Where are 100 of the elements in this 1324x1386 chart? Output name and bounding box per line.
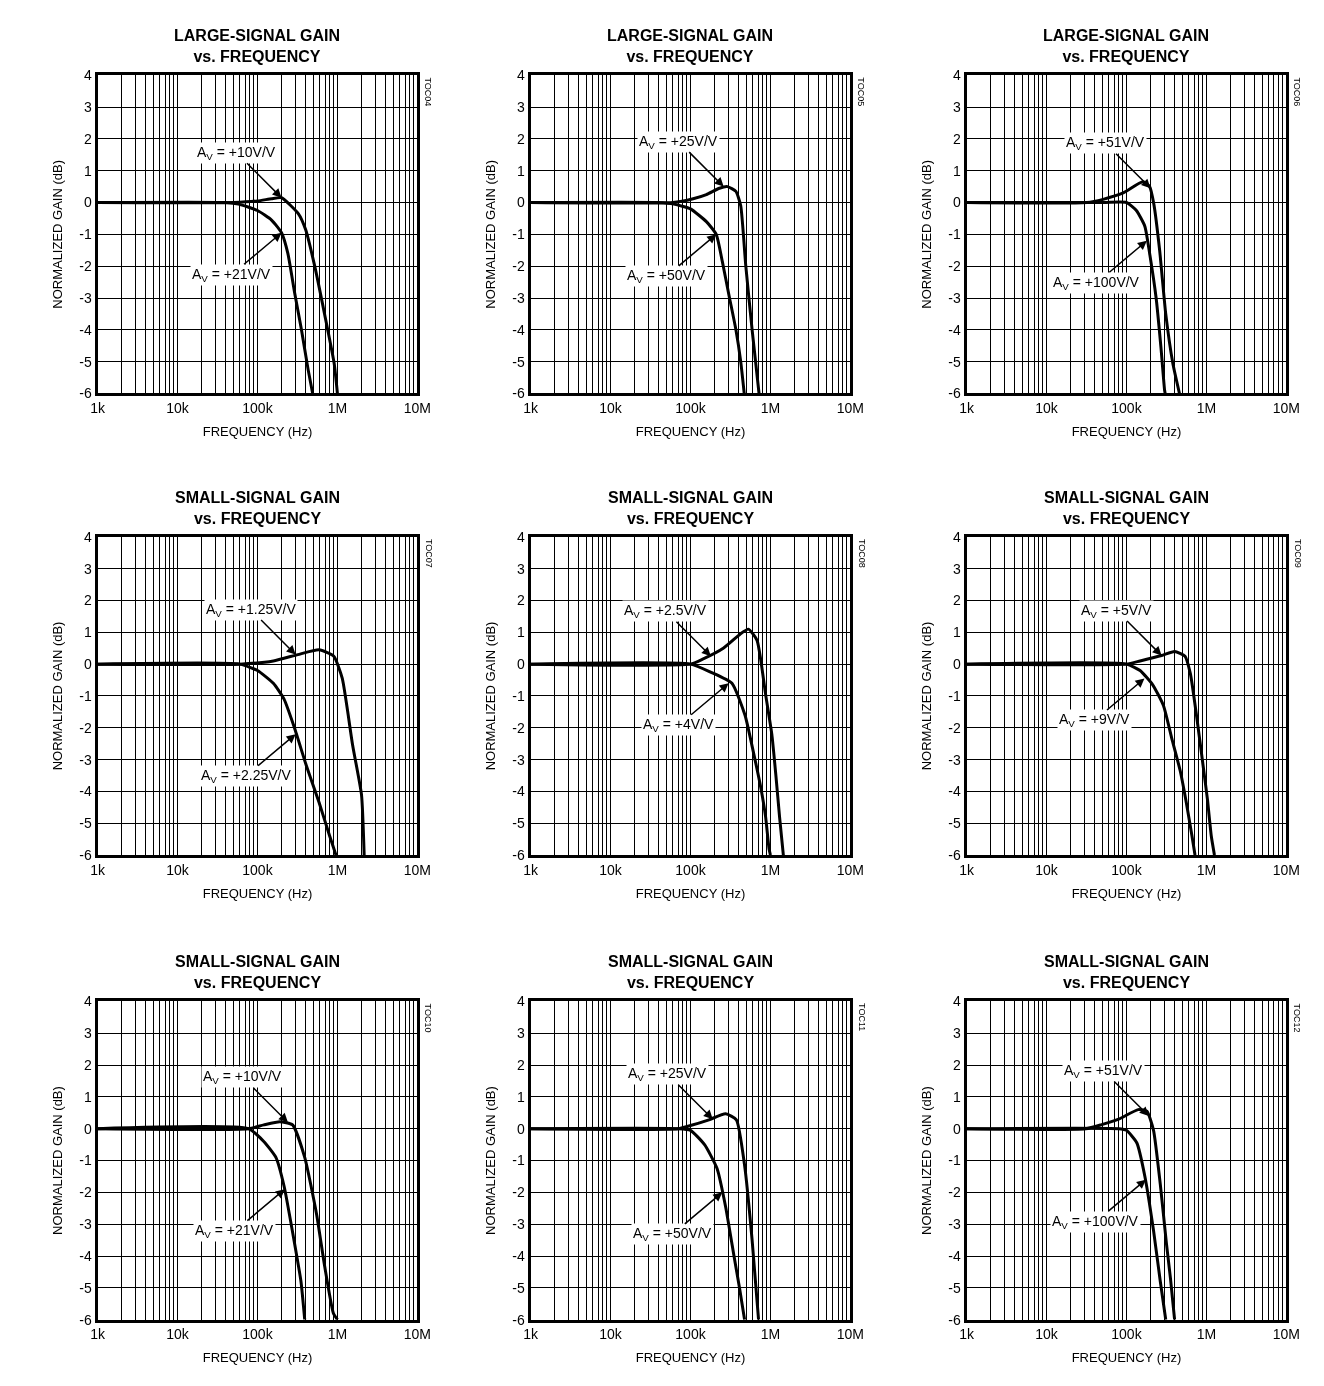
y-tick-label: -4 bbox=[79, 783, 92, 800]
y-tick-label: 4 bbox=[952, 528, 961, 545]
chart-title: SMALL-SIGNAL GAIN vs. FREQUENCY bbox=[175, 489, 341, 527]
x-tick-label: 1k bbox=[959, 400, 975, 417]
x-axis-title: FREQUENCY (Hz) bbox=[202, 423, 313, 439]
chart-title: LARGE-SIGNAL GAIN vs. FREQUENCY bbox=[174, 27, 340, 65]
y-tick-label: 2 bbox=[83, 130, 92, 147]
x-tick-label: 1k bbox=[90, 1326, 106, 1343]
x-tick-label: 10k bbox=[599, 861, 623, 878]
x-tick-label: 1k bbox=[90, 400, 106, 417]
y-tick-label: -6 bbox=[948, 847, 961, 863]
y-tick-label: 3 bbox=[952, 560, 961, 577]
y-tick-label: -3 bbox=[79, 1216, 92, 1233]
annotation: A$_{V}$ = +51V/V bbox=[1064, 1062, 1143, 1080]
y-tick-label: 4 bbox=[516, 993, 525, 1010]
y-tick-label: -6 bbox=[79, 1311, 92, 1328]
y-tick-label: 1 bbox=[83, 1088, 92, 1105]
x-axis-title: FREQUENCY (Hz) bbox=[202, 1350, 313, 1366]
x-tick-label: 1M bbox=[760, 400, 781, 417]
y-tick-label: -2 bbox=[79, 1184, 92, 1201]
x-tick-label: 10k bbox=[166, 1326, 190, 1343]
y-tick-label: 2 bbox=[516, 130, 525, 147]
annotation: A$_{V}$ = +10V/V bbox=[197, 144, 276, 162]
text: TOC06 bbox=[1292, 77, 1303, 107]
annotation: A$_{V}$ = +1.25V/V bbox=[206, 601, 297, 619]
x-tick-label: 100k bbox=[1111, 861, 1143, 878]
y-tick-label: -6 bbox=[79, 385, 92, 402]
y-tick-label: -4 bbox=[948, 783, 961, 800]
y-tick-label: 4 bbox=[83, 67, 92, 84]
x-axis-title: FREQUENCY (Hz) bbox=[1071, 1350, 1182, 1366]
y-tick-label: 0 bbox=[83, 1120, 92, 1137]
y-tick-label: -3 bbox=[948, 1216, 961, 1233]
y-tick-label: -2 bbox=[512, 719, 525, 736]
y-tick-label: 0 bbox=[952, 656, 961, 673]
y-tick-label: 3 bbox=[952, 1025, 961, 1042]
x-axis-title: FREQUENCY (Hz) bbox=[1071, 423, 1182, 439]
x-axis-title: FREQUENCY (Hz) bbox=[635, 1350, 746, 1366]
x-tick-label: 10k bbox=[599, 1326, 623, 1343]
x-tick-label: 1M bbox=[327, 400, 348, 417]
y-tick-label: 0 bbox=[516, 1120, 525, 1137]
y-tick-label: -1 bbox=[948, 1152, 961, 1169]
y-tick-label: -1 bbox=[512, 687, 525, 704]
y-axis-title: NORMALIZED GAIN (dB) bbox=[919, 1086, 935, 1235]
annotation: A$_{V}$ = +21V/V bbox=[195, 1222, 274, 1240]
y-axis-title: NORMALIZED GAIN (dB) bbox=[919, 621, 935, 771]
y-tick-label: 0 bbox=[83, 656, 92, 673]
y-tick-label: 4 bbox=[952, 993, 961, 1010]
y-tick-label: -5 bbox=[948, 815, 961, 832]
y-tick-label: -4 bbox=[512, 1247, 525, 1264]
x-tick-label: 1k bbox=[523, 400, 539, 417]
y-tick-label: 4 bbox=[516, 67, 525, 84]
y-axis-title: NORMALIZED GAIN (dB) bbox=[483, 159, 499, 309]
x-tick-label: 10M bbox=[403, 861, 432, 878]
annotation: A$_{V}$ = +50V/V bbox=[627, 267, 706, 285]
y-tick-label: -2 bbox=[948, 1184, 961, 1201]
y-tick-label: 2 bbox=[952, 1056, 961, 1073]
y-tick-label: -4 bbox=[512, 783, 525, 800]
y-tick-label: 1 bbox=[83, 624, 92, 641]
annotation: A$_{V}$ = +100V/V bbox=[1052, 1213, 1139, 1231]
y-axis-title: NORMALIZED GAIN (dB) bbox=[50, 1086, 66, 1235]
y-axis-title: NORMALIZED GAIN (dB) bbox=[50, 621, 66, 771]
y-tick-label: 3 bbox=[516, 560, 525, 577]
y-tick-label: -3 bbox=[512, 289, 525, 306]
x-tick-label: 100k bbox=[675, 400, 707, 417]
text: TOC08 bbox=[856, 538, 867, 568]
x-tick-label: 10M bbox=[403, 400, 432, 417]
y-tick-label: -3 bbox=[948, 289, 961, 306]
annotation: A$_{V}$ = +2.25V/V bbox=[201, 767, 292, 785]
x-tick-label: 10M bbox=[836, 1326, 865, 1343]
annotation: A$_{V}$ = +2.5V/V bbox=[624, 602, 707, 620]
x-tick-label: 100k bbox=[1111, 1326, 1143, 1343]
y-tick-label: -3 bbox=[512, 751, 525, 768]
annotation: A$_{V}$ = +5V/V bbox=[1081, 602, 1153, 620]
y-tick-label: -2 bbox=[512, 1184, 525, 1201]
x-tick-label: 100k bbox=[242, 1326, 274, 1343]
x-tick-label: 10k bbox=[1035, 400, 1059, 417]
y-tick-label: -6 bbox=[948, 385, 961, 402]
annotation: A$_{V}$ = +4V/V bbox=[643, 716, 715, 734]
y-tick-label: -4 bbox=[948, 321, 961, 338]
y-tick-label: -1 bbox=[79, 1152, 92, 1169]
annotation: A$_{V}$ = +51V/V bbox=[1066, 134, 1145, 152]
y-tick-label: -3 bbox=[79, 751, 92, 768]
y-tick-label: 3 bbox=[83, 1025, 92, 1042]
y-tick-label: -4 bbox=[79, 321, 92, 338]
y-tick-label: -4 bbox=[512, 321, 525, 338]
text: TOC10 bbox=[423, 1003, 434, 1033]
y-tick-label: -6 bbox=[79, 847, 92, 863]
y-tick-label: -4 bbox=[948, 1247, 961, 1264]
y-tick-label: 0 bbox=[83, 194, 92, 211]
y-tick-label: -5 bbox=[79, 815, 92, 832]
y-tick-label: -6 bbox=[948, 1311, 961, 1328]
chart-title: LARGE-SIGNAL GAIN vs. FREQUENCY bbox=[1043, 27, 1209, 65]
x-tick-label: 10M bbox=[836, 861, 865, 878]
y-tick-label: 1 bbox=[83, 162, 92, 179]
y-tick-label: 1 bbox=[516, 624, 525, 641]
y-axis-title: NORMALIZED GAIN (dB) bbox=[483, 621, 499, 771]
x-tick-label: 100k bbox=[242, 861, 274, 878]
y-axis-title: NORMALIZED GAIN (dB) bbox=[483, 1086, 499, 1235]
y-tick-label: -1 bbox=[948, 687, 961, 704]
y-tick-label: -2 bbox=[79, 258, 92, 275]
